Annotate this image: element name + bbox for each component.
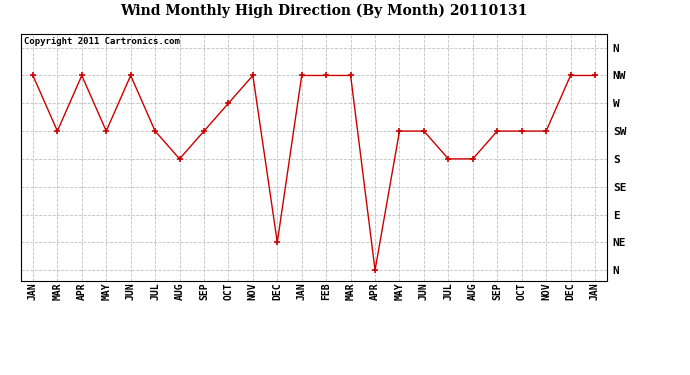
Text: Copyright 2011 Cartronics.com: Copyright 2011 Cartronics.com [23, 38, 179, 46]
Text: Wind Monthly High Direction (By Month) 20110131: Wind Monthly High Direction (By Month) 2… [121, 4, 528, 18]
